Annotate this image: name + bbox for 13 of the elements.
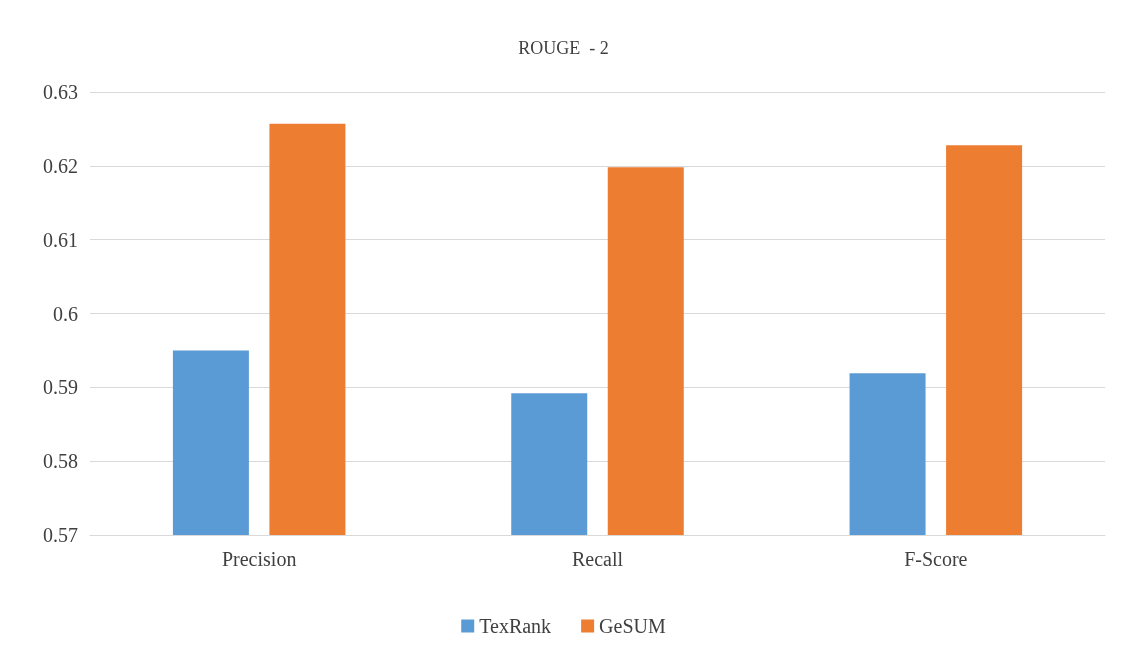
y-tick-label: 0.63 bbox=[43, 81, 78, 103]
y-tick-label: 0.58 bbox=[43, 450, 78, 473]
y-tick-label: 0.6 bbox=[53, 302, 78, 325]
y-tick-label: 0.61 bbox=[43, 228, 78, 251]
y-tick-label: 0.57 bbox=[43, 524, 78, 546]
x-tick-label: F-Score bbox=[904, 548, 968, 570]
y-tick-label: 0.62 bbox=[43, 154, 78, 177]
y-tick-label: 0.59 bbox=[43, 376, 78, 399]
chart-title: ROUGE - 2 bbox=[518, 38, 609, 58]
x-tick-label: Precision bbox=[221, 548, 297, 570]
legend-label: GeSUM bbox=[599, 615, 667, 637]
x-tick-label: Recall bbox=[571, 548, 624, 570]
legend-label: TexRank bbox=[479, 615, 552, 637]
